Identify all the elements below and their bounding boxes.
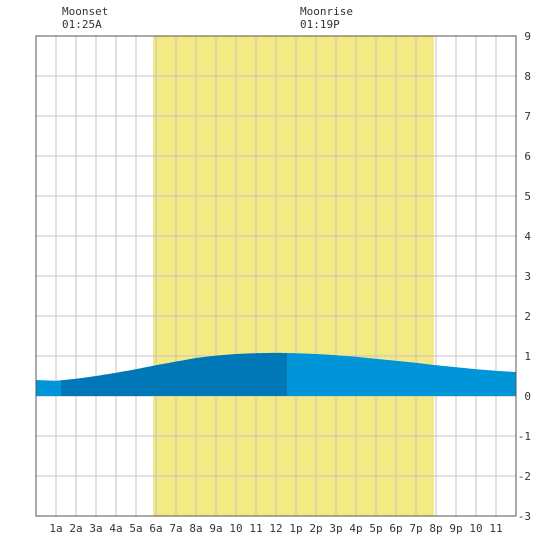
x-tick-label: 3p [329,522,342,535]
x-tick-label: 11 [489,522,502,535]
x-tick-label: 7p [409,522,422,535]
y-tick-label: 1 [524,350,531,363]
x-tick-label: 10 [229,522,242,535]
x-tick-label: 2a [69,522,82,535]
x-tick-label: 8p [429,522,442,535]
x-tick-label: 6a [149,522,162,535]
tide-area-light [287,353,516,396]
x-tick-label: 12 [269,522,282,535]
tide-area-dark [61,352,287,396]
x-tick-label: 8a [189,522,202,535]
y-tick-label: 5 [524,190,531,203]
x-tick-label: 3a [89,522,102,535]
x-tick-label: 1a [49,522,62,535]
moonset-time: 01:25A [62,18,102,31]
x-tick-label: 9p [449,522,462,535]
y-tick-label: 0 [524,390,531,403]
x-tick-label: 4p [349,522,362,535]
y-tick-label: 3 [524,270,531,283]
y-tick-label: 2 [524,310,531,323]
x-tick-label: 11 [249,522,262,535]
y-tick-label: 6 [524,150,531,163]
moonrise-label: Moonrise [300,5,353,18]
y-tick-label: 9 [524,30,531,43]
x-tick-label: 10 [469,522,482,535]
moonrise-time: 01:19P [300,18,340,31]
y-tick-label: -2 [518,470,531,483]
moonset-label: Moonset [62,5,109,18]
x-tick-label: 6p [389,522,402,535]
x-tick-label: 7a [169,522,182,535]
y-tick-label: 8 [524,70,531,83]
y-tick-label: 7 [524,110,531,123]
plot-frame [35,35,517,517]
x-tick-label: 5a [129,522,142,535]
x-tick-label: 1p [289,522,302,535]
y-tick-label: -1 [518,430,531,443]
tide-area-light [36,380,61,396]
x-tick-label: 5p [369,522,382,535]
y-tick-label: -3 [518,510,531,523]
x-tick-label: 9a [209,522,222,535]
x-tick-label: 4a [109,522,122,535]
y-tick-label: 4 [524,230,531,243]
x-tick-label: 2p [309,522,322,535]
